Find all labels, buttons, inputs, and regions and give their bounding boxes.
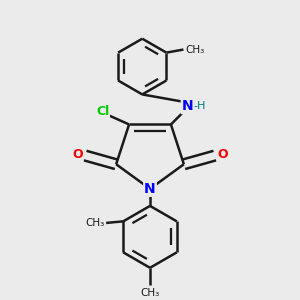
Text: Cl: Cl: [96, 105, 110, 118]
Text: CH₃: CH₃: [140, 288, 160, 298]
Text: CH₃: CH₃: [185, 44, 204, 55]
Text: O: O: [217, 148, 228, 161]
Text: N: N: [144, 182, 156, 196]
Text: O: O: [72, 148, 83, 161]
Text: -H: -H: [194, 101, 206, 112]
Text: CH₃: CH₃: [85, 218, 105, 228]
Text: N: N: [182, 100, 193, 113]
